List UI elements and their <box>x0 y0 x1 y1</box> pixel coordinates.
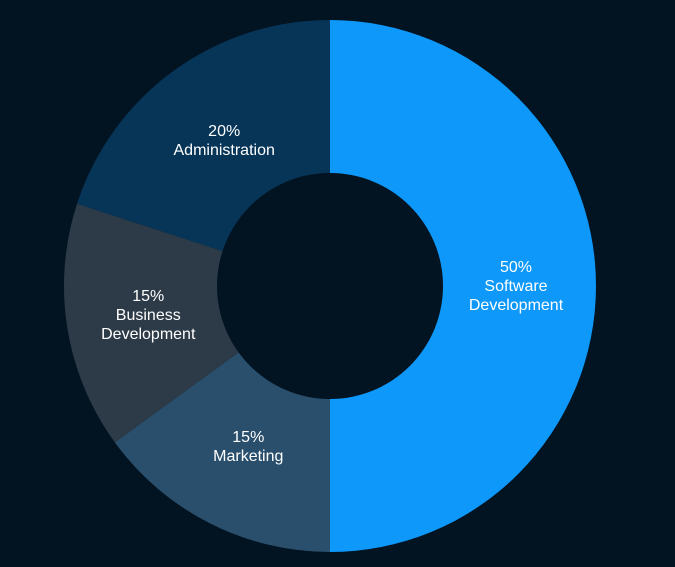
slice-software-development <box>330 20 596 552</box>
percent-label-software-development: 50% <box>500 259 532 276</box>
label-software-development: 50% Software Development <box>469 259 564 314</box>
donut-hole <box>217 173 443 399</box>
name-label-marketing: Marketing <box>213 448 283 465</box>
name-label-software-development: Software <box>484 278 547 295</box>
name-label-business-development: Business <box>116 307 181 324</box>
slice-labels: 50% Software Development 15% Marketing 15% Bus… <box>101 123 564 465</box>
percent-label-administration: 20% <box>208 123 240 140</box>
slice-business-development <box>64 203 330 443</box>
label-administration: 20% Administration <box>174 123 275 159</box>
label-marketing: 15% Marketing <box>213 429 283 465</box>
name-label-software-development: Development <box>469 297 564 314</box>
name-label-business-development: Development <box>101 326 196 343</box>
label-business-development: 15% Business Development <box>101 288 196 343</box>
name-label-administration: Administration <box>174 142 275 159</box>
percent-label-marketing: 15% <box>232 429 264 446</box>
percent-label-business-development: 15% <box>132 288 164 305</box>
